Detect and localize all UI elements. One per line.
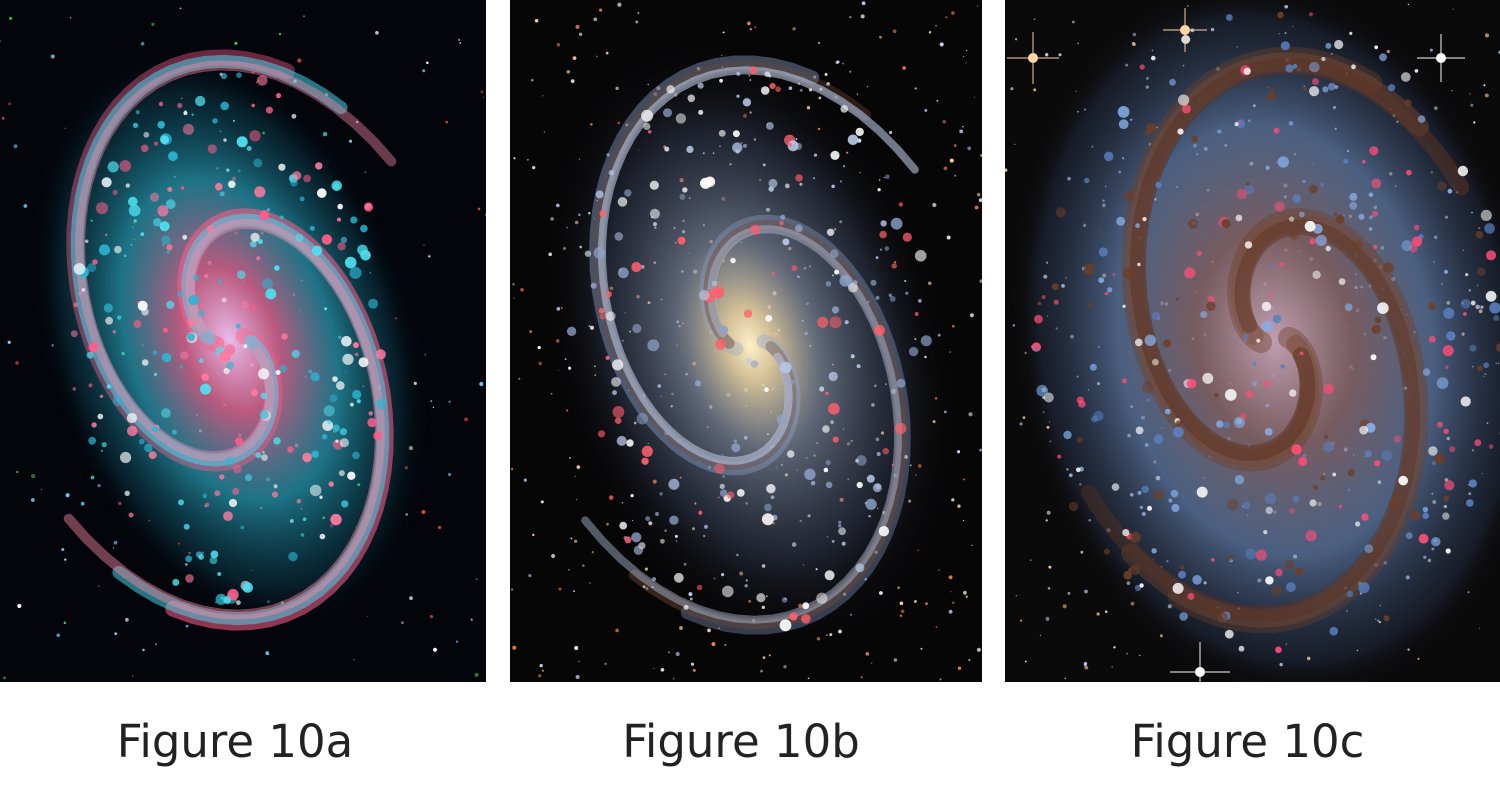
figure-10b-image [510, 0, 982, 682]
figure-10a-image [0, 0, 486, 682]
figure-caption-10a: Figure 10a [116, 715, 354, 768]
figure-10c-image [1005, 0, 1500, 682]
galaxy-core-closeup-image [1005, 0, 1500, 682]
figure-caption-10b: Figure 10b [622, 715, 860, 768]
figure-caption-10c: Figure 10c [1130, 715, 1365, 768]
galaxy-false-color-image [0, 0, 486, 682]
galaxy-visible-light-image [510, 0, 982, 682]
